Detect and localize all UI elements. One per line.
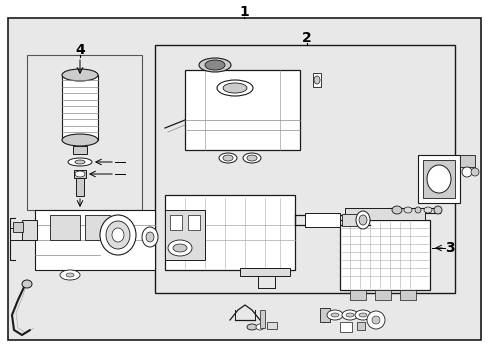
Ellipse shape [223, 155, 232, 161]
Ellipse shape [66, 273, 74, 277]
Ellipse shape [100, 215, 136, 255]
Bar [184, 70, 299, 150]
Bar [422, 160, 454, 198]
Bar [155, 45, 454, 293]
Ellipse shape [246, 155, 257, 161]
Bar [349, 290, 365, 300]
Bar [374, 290, 390, 300]
Ellipse shape [112, 228, 124, 242]
Bar [164, 195, 294, 270]
Ellipse shape [355, 211, 369, 229]
Ellipse shape [461, 167, 471, 177]
Ellipse shape [433, 206, 441, 214]
Bar [312, 73, 320, 87]
Ellipse shape [326, 310, 342, 320]
Ellipse shape [346, 313, 353, 317]
Text: 2: 2 [302, 31, 311, 45]
Bar [240, 268, 289, 276]
Ellipse shape [62, 134, 98, 146]
Ellipse shape [199, 58, 230, 72]
Bar [339, 322, 351, 332]
Bar [341, 214, 356, 226]
Bar [305, 213, 339, 227]
Bar [85, 215, 110, 240]
Ellipse shape [223, 83, 246, 93]
Ellipse shape [366, 311, 384, 329]
Ellipse shape [358, 215, 366, 225]
Bar [22, 220, 37, 240]
Ellipse shape [371, 316, 379, 324]
Ellipse shape [391, 206, 401, 214]
Bar [459, 155, 474, 167]
Ellipse shape [146, 232, 154, 242]
Bar [345, 208, 424, 220]
Text: 1: 1 [239, 5, 248, 19]
Bar [73, 146, 87, 154]
Ellipse shape [219, 153, 237, 163]
Bar [27, 55, 142, 210]
Bar [319, 308, 329, 322]
Ellipse shape [168, 240, 192, 256]
Ellipse shape [341, 310, 357, 320]
Ellipse shape [204, 60, 224, 70]
Bar [35, 210, 155, 270]
Bar [13, 222, 23, 232]
Bar [417, 155, 459, 203]
Ellipse shape [75, 171, 85, 177]
Bar [76, 178, 84, 196]
Ellipse shape [358, 313, 366, 317]
Ellipse shape [403, 207, 411, 213]
Bar [74, 170, 86, 178]
Text: 3: 3 [444, 241, 454, 255]
Ellipse shape [217, 80, 252, 96]
Ellipse shape [470, 168, 478, 176]
Ellipse shape [313, 76, 319, 84]
Ellipse shape [246, 324, 257, 330]
Text: 4: 4 [75, 43, 85, 57]
Ellipse shape [256, 324, 264, 330]
Ellipse shape [62, 69, 98, 81]
Ellipse shape [414, 207, 420, 213]
Ellipse shape [106, 221, 130, 249]
Ellipse shape [243, 153, 261, 163]
Ellipse shape [68, 158, 92, 166]
Bar [50, 215, 80, 240]
Ellipse shape [330, 313, 338, 317]
Ellipse shape [426, 165, 450, 193]
Bar [187, 215, 200, 230]
Ellipse shape [173, 244, 186, 252]
Ellipse shape [75, 160, 85, 164]
Ellipse shape [354, 310, 370, 320]
Bar [62, 75, 98, 140]
Bar [339, 220, 429, 290]
Bar [266, 322, 276, 329]
Bar [399, 290, 415, 300]
Ellipse shape [22, 280, 32, 288]
Bar [164, 210, 204, 260]
Bar [260, 310, 264, 328]
Bar [356, 322, 364, 330]
Bar [170, 215, 182, 230]
Ellipse shape [423, 207, 431, 213]
Bar [8, 18, 480, 340]
Ellipse shape [142, 227, 158, 247]
Ellipse shape [60, 270, 80, 280]
